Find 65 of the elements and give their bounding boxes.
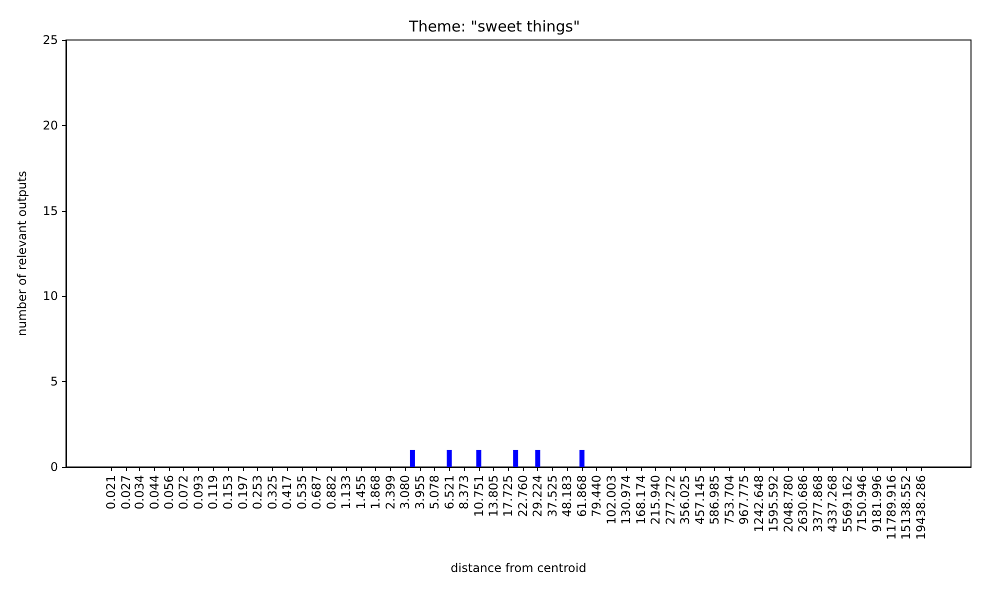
- x-tick-label: 0.021: [104, 475, 118, 510]
- x-tick-label: 0.325: [265, 475, 280, 510]
- x-tick-label: 5.078: [428, 475, 442, 510]
- x-tick-label: 6.521: [442, 475, 456, 510]
- x-tick-label: 0.056: [162, 475, 176, 510]
- x-tick-label: 13.805: [486, 475, 501, 517]
- x-tick-label: 0.687: [310, 475, 324, 510]
- x-tick-label: 0.253: [250, 475, 265, 510]
- x-tick-label: 15138.552: [899, 475, 914, 540]
- x-tick-label: 0.153: [221, 475, 236, 510]
- x-tick-label: 356.025: [678, 475, 692, 525]
- x-tick-label: 0.034: [132, 475, 146, 510]
- x-tick-label: 19438.286: [914, 475, 928, 540]
- x-tick-label: 1.868: [368, 475, 383, 510]
- x-tick-label: 1242.648: [752, 475, 766, 532]
- x-tick-label: 753.704: [722, 475, 736, 525]
- x-tick-label: 61.868: [574, 475, 589, 517]
- x-tick-label: 0.882: [324, 475, 338, 510]
- chart-title: Theme: "sweet things": [408, 18, 580, 36]
- x-tick-label: 0.044: [148, 475, 162, 510]
- x-tick-label: 7150.946: [855, 475, 870, 532]
- x-tick-label: 0.535: [294, 475, 309, 510]
- x-tick-label: 2630.686: [796, 475, 810, 532]
- x-tick-label: 1595.592: [766, 475, 781, 532]
- x-tick-label: 10.751: [472, 475, 486, 517]
- x-tick-label: 79.440: [590, 475, 604, 517]
- x-tick-label: 0.119: [206, 475, 220, 510]
- x-tick-label: 9181.996: [870, 475, 884, 532]
- x-tick-label: 3.080: [398, 475, 412, 510]
- x-tick-label: 1.455: [354, 475, 368, 510]
- x-tick-label: 11789.916: [884, 475, 898, 540]
- x-tick-label: 130.974: [619, 475, 634, 525]
- x-tick-label: 48.183: [560, 475, 574, 517]
- x-tick-label: 102.003: [604, 475, 618, 525]
- x-tick-label: 17.725: [501, 475, 516, 517]
- y-axis-title: number of relevant outputs: [15, 170, 29, 336]
- x-tick-label: 5569.162: [840, 475, 854, 532]
- x-tick-label: 3377.868: [810, 475, 825, 532]
- x-tick-label: 8.373: [457, 475, 472, 510]
- x-tick-label: 3.955: [412, 475, 427, 510]
- x-tick-label: 2048.780: [781, 475, 796, 532]
- y-tick-label: 0: [50, 460, 58, 474]
- x-tick-label: 22.760: [516, 475, 530, 517]
- x-tick-label: 168.174: [634, 475, 648, 525]
- x-tick-label: 586.985: [708, 475, 722, 525]
- y-tick-label: 15: [42, 204, 58, 218]
- x-tick-label: 37.525: [545, 475, 560, 517]
- x-tick-label: 277.272: [663, 475, 678, 525]
- x-tick-label: 29.224: [530, 475, 545, 517]
- x-tick-label: 0.197: [236, 475, 250, 510]
- y-tick-label: 10: [42, 289, 58, 304]
- x-tick-label: 0.417: [280, 475, 294, 510]
- x-tick-label: 4337.268: [826, 475, 840, 532]
- y-tick-label: 5: [50, 374, 58, 389]
- x-tick-label: 215.940: [648, 475, 663, 525]
- y-tick-label: 25: [42, 33, 58, 47]
- x-axis-title: distance from centroid: [450, 561, 586, 575]
- x-tick-label: 0.093: [192, 475, 206, 510]
- y-tick-label: 20: [42, 118, 58, 132]
- x-tick-label: 0.072: [176, 475, 191, 510]
- x-tick-label: 967.775: [737, 475, 752, 525]
- x-tick-label: 0.027: [118, 475, 133, 510]
- x-tick-label: 2.399: [383, 475, 398, 510]
- x-tick-label: 1.133: [339, 475, 354, 510]
- x-tick-label: 457.145: [692, 475, 707, 525]
